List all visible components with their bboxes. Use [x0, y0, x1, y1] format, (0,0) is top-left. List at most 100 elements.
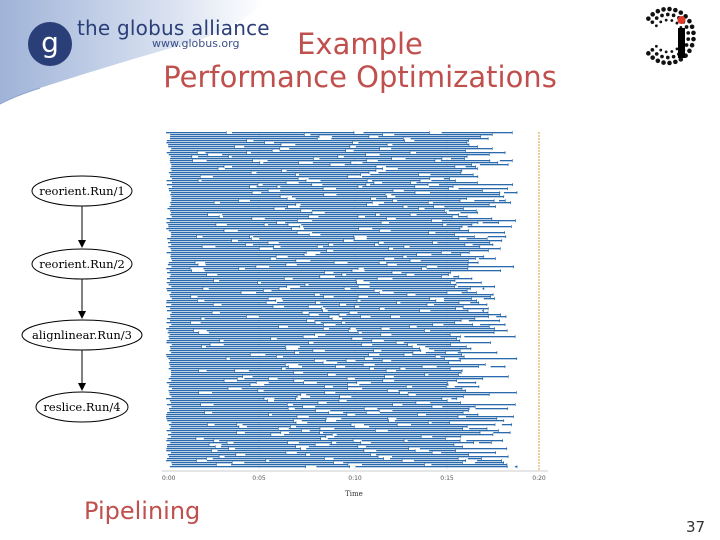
timeline-bar-end — [238, 267, 240, 271]
timeline-bar — [267, 160, 367, 162]
timeline-bar-end — [352, 141, 353, 145]
timeline-bar — [392, 410, 469, 412]
timeline-bar-end — [392, 199, 393, 203]
timeline-bar-end — [227, 387, 229, 391]
timeline-bar — [166, 398, 265, 400]
timeline-bar-end — [288, 365, 289, 369]
timeline-bar — [317, 336, 461, 338]
timeline-bar-end — [305, 179, 307, 183]
ci-dot — [655, 58, 661, 64]
timeline-bar — [219, 202, 373, 204]
timeline-bar — [288, 428, 321, 430]
timeline-bar — [171, 374, 328, 376]
timeline-bar-end — [468, 229, 469, 233]
timeline-bar-end — [434, 159, 436, 163]
timeline-bar — [170, 194, 324, 196]
timeline-bar-end — [506, 465, 508, 469]
timeline-bar — [394, 420, 504, 422]
timeline-bar — [289, 148, 380, 150]
workflow-node-3: alignlinear.Run/3 — [21, 319, 143, 351]
ci-dot — [684, 25, 689, 29]
timeline-bar-end — [511, 159, 513, 163]
timeline-bar-end — [267, 241, 269, 245]
timeline-bar — [414, 140, 469, 142]
ci-dot — [665, 55, 670, 60]
timeline-bar-end — [314, 293, 315, 297]
timeline-bar — [219, 312, 303, 314]
timeline-bar — [322, 306, 355, 308]
timeline-bar — [284, 208, 419, 210]
timeline-bar — [324, 350, 374, 352]
timeline-bar-end — [488, 393, 490, 397]
timeline-bar-end — [331, 433, 333, 437]
timeline-bar-end — [338, 313, 340, 317]
timeline-bar — [166, 440, 214, 442]
timeline-bar — [407, 440, 461, 442]
timeline-bar — [166, 142, 265, 144]
timeline-bar-end — [246, 315, 247, 319]
timeline-bar-end — [384, 193, 386, 197]
timeline-bar — [256, 292, 380, 294]
timeline-bar — [365, 216, 453, 218]
timeline-bar — [168, 456, 220, 458]
timeline-bar — [206, 460, 266, 462]
timeline-bar — [170, 366, 289, 368]
timeline-bar — [166, 342, 309, 344]
ci-dot — [675, 21, 679, 25]
timeline-bar — [170, 296, 191, 298]
timeline-bar — [306, 448, 409, 450]
timeline-bar-end — [249, 383, 251, 387]
timeline-bar — [431, 422, 450, 424]
timeline-bar-end — [448, 361, 450, 365]
timeline-bar-end — [424, 373, 426, 377]
timeline-bar — [289, 432, 320, 434]
timeline-bar — [430, 330, 508, 332]
timeline-bar — [170, 212, 313, 214]
timeline-bar-end — [467, 309, 469, 313]
timeline-bar — [395, 218, 492, 220]
timeline-bar — [314, 320, 462, 322]
timeline-bar — [166, 152, 198, 154]
timeline-bar — [166, 404, 201, 406]
timeline-bar-end — [420, 349, 422, 353]
timeline-bar — [166, 184, 259, 186]
timeline-bar-end — [225, 131, 227, 135]
timeline-bar — [334, 428, 463, 430]
timeline-bar-end — [271, 149, 273, 153]
timeline-bar — [320, 180, 368, 182]
timeline-bar — [169, 364, 286, 366]
timeline-bar-end — [346, 377, 348, 381]
timeline-bar — [327, 438, 446, 440]
timeline-bar-end — [477, 145, 478, 149]
timeline-bar — [168, 336, 304, 338]
timeline-bar-end — [381, 359, 383, 363]
timeline-bar — [437, 266, 514, 268]
timeline-bar — [170, 150, 273, 152]
timeline-bar-end — [477, 221, 479, 225]
timeline-bar-end — [464, 157, 465, 161]
timeline-bar-end — [388, 247, 389, 251]
timeline-bar — [171, 304, 214, 306]
timeline-bar-end — [458, 237, 460, 241]
timeline-bar — [170, 202, 215, 204]
timeline-bar — [301, 224, 443, 226]
timeline-bar — [318, 216, 359, 218]
ci-dot — [686, 31, 691, 35]
timeline-bar — [391, 334, 451, 336]
timeline-bar-end — [419, 179, 421, 183]
timeline-bar-end — [293, 419, 294, 423]
timeline-bar-end — [285, 181, 287, 185]
timeline-bar — [430, 402, 461, 404]
timeline-bar-end — [445, 385, 447, 389]
ci-dot — [687, 48, 692, 54]
timeline-bar — [171, 406, 303, 408]
timeline-bar-end — [445, 437, 446, 441]
timeline-bar — [331, 136, 370, 138]
timeline-bar — [168, 424, 208, 426]
timeline-bar — [329, 328, 351, 330]
title-line-2: Performance Optimizations — [163, 60, 557, 94]
timeline-bar-end — [273, 207, 275, 211]
timeline-bar-end — [409, 259, 411, 263]
timeline-bar-end — [445, 211, 447, 215]
timeline-bar-end — [511, 423, 512, 427]
